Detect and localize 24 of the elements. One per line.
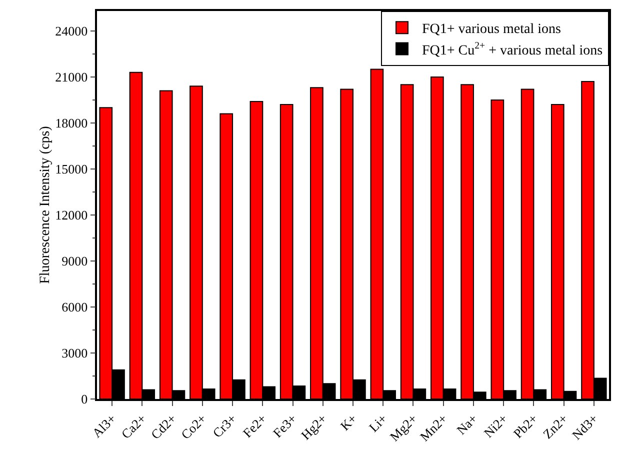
x-tick-label: Pb2+ [510,410,540,442]
y-tick-label: 6000 [62,300,88,315]
x-tick-label: Cr3+ [210,410,240,441]
x-tick-label: Fe3+ [270,410,300,441]
x-tick-label: Na+ [454,410,480,438]
x-tick-label: Ni2+ [480,410,510,441]
y-tick-label: 9000 [62,254,88,269]
y-tick-label: 15000 [55,162,88,177]
y-tick-label: 24000 [55,23,88,38]
y-tick-label: 0 [81,392,88,407]
x-tick-label: K+ [337,410,360,434]
y-axis-title: Fluorescence Intensity (cps) [38,126,54,284]
y-tick-label: 3000 [62,346,88,361]
legend-label: FQ1+ various metal ions [422,22,561,38]
y-tick-label: 21000 [55,69,88,84]
x-tick-label: Fe2+ [240,410,270,441]
x-tick-label: Li+ [366,410,390,435]
x-tick-label: Al3+ [89,410,119,441]
legend-label: FQ1+ Cu$^{2+}$ + various metal ions [422,40,603,58]
y-tick-label: 18000 [55,116,88,130]
x-tick-label: Cd2+ [148,410,180,442]
y-tick-label: 12000 [55,208,88,223]
x-tick-label: Co2+ [178,410,210,442]
x-tick-label: Ca2+ [118,410,149,442]
